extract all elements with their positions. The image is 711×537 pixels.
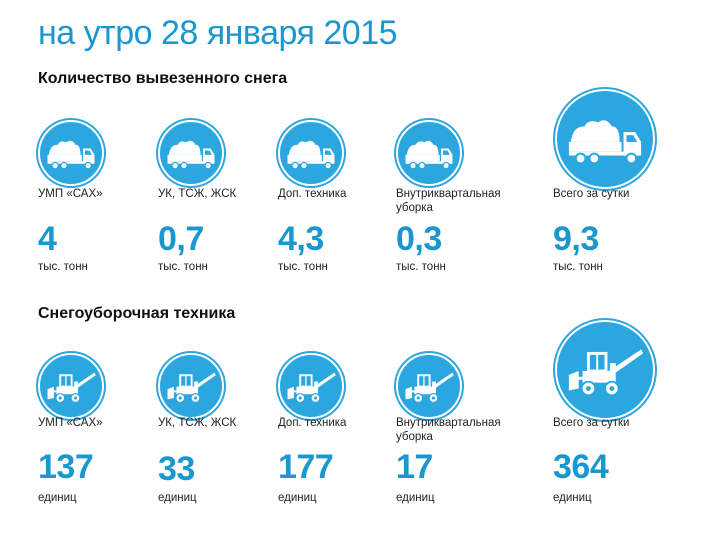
machines-item-unit: единиц — [158, 492, 197, 504]
page-title: на утро 28 января 2015 — [38, 14, 398, 52]
snow-item-label: УМП «САХ» — [38, 188, 103, 200]
machines-section-heading: Снегоуборочная техника — [38, 305, 236, 322]
dump-truck-icon — [38, 120, 104, 186]
snow-item-unit: тыс. тонн — [278, 261, 328, 273]
machines-item-label: Всего за сутки — [553, 417, 630, 429]
snow-item-unit: тыс. тонн — [396, 261, 446, 273]
snow-item-label: УК, ТСЖ, ЖСК — [158, 188, 237, 200]
dump-truck-icon — [555, 89, 655, 189]
snow-item-unit: тыс. тонн — [38, 261, 88, 273]
snow-item-label: Всего за сутки — [553, 188, 630, 200]
snow-section-heading: Количество вывезенного снега — [38, 70, 288, 87]
machines-item-value: 177 — [278, 448, 334, 486]
dump-truck-icon — [158, 120, 224, 186]
machines-item-unit: единиц — [278, 492, 317, 504]
dump-truck-icon — [278, 120, 344, 186]
snowplow-loader-icon — [555, 320, 655, 420]
snow-item-label: Доп. техника — [278, 188, 347, 200]
machines-item-value: 33 — [158, 450, 195, 488]
snowplow-loader-icon — [396, 353, 462, 419]
machines-item-unit: единиц — [396, 492, 435, 504]
snowplow-loader-icon — [278, 353, 344, 419]
machines-item-label: Доп. техника — [278, 417, 347, 429]
snow-item-label: Внутриквартальная уборка — [396, 188, 501, 214]
snow-item-value: 4,3 — [278, 220, 324, 258]
snowplow-loader-icon — [158, 353, 224, 419]
snow-item-unit: тыс. тонн — [158, 261, 208, 273]
snowplow-loader-icon — [38, 353, 104, 419]
dump-truck-icon — [396, 120, 462, 186]
machines-item-unit: единиц — [553, 492, 592, 504]
snow-item-value: 0,7 — [158, 220, 204, 258]
machines-item-value: 17 — [396, 448, 433, 486]
machines-item-label: УК, ТСЖ, ЖСК — [158, 417, 237, 429]
machines-item-label: УМП «САХ» — [38, 417, 103, 429]
machines-item-value: 364 — [553, 448, 609, 486]
snow-item-value: 4 — [38, 220, 57, 258]
snow-item-value: 9,3 — [553, 220, 599, 258]
snow-item-unit: тыс. тонн — [553, 261, 603, 273]
machines-item-unit: единиц — [38, 492, 77, 504]
snow-item-value: 0,3 — [396, 220, 442, 258]
machines-item-value: 137 — [38, 448, 94, 486]
machines-item-label: Внутриквартальная уборка — [396, 417, 501, 443]
